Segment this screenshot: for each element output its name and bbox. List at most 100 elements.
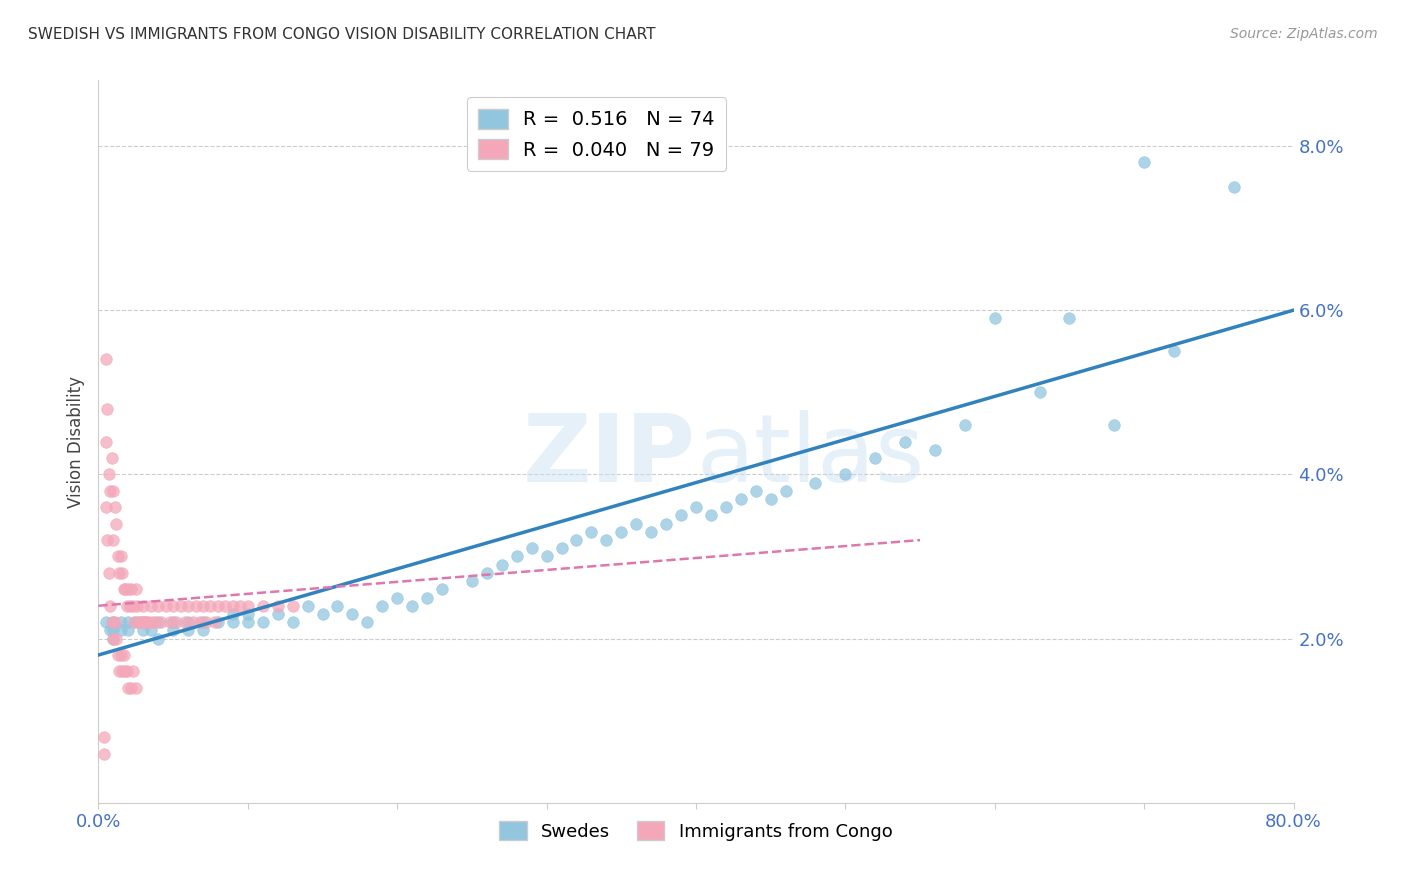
Point bbox=[121, 665, 143, 679]
Point bbox=[371, 599, 394, 613]
Point bbox=[124, 615, 146, 630]
Point bbox=[135, 615, 157, 630]
Point bbox=[98, 483, 122, 498]
Point bbox=[416, 591, 439, 605]
Point bbox=[1223, 180, 1246, 194]
Point bbox=[184, 599, 207, 613]
Point bbox=[120, 681, 142, 695]
Point bbox=[96, 533, 118, 547]
Point bbox=[626, 516, 648, 531]
Point bbox=[104, 500, 127, 515]
Point bbox=[506, 549, 529, 564]
Point bbox=[581, 524, 603, 539]
Point bbox=[125, 615, 148, 630]
Point bbox=[1104, 418, 1126, 433]
Point bbox=[104, 615, 127, 630]
Point bbox=[120, 582, 142, 597]
Point bbox=[98, 624, 122, 638]
Point bbox=[121, 599, 143, 613]
Point bbox=[1163, 344, 1185, 359]
Point bbox=[139, 624, 162, 638]
Point bbox=[107, 549, 129, 564]
Point bbox=[112, 582, 135, 597]
Point bbox=[125, 681, 148, 695]
Point bbox=[297, 599, 319, 613]
Point bbox=[141, 615, 163, 630]
Point bbox=[94, 500, 117, 515]
Point bbox=[111, 665, 134, 679]
Point bbox=[177, 599, 200, 613]
Point bbox=[98, 599, 122, 613]
Point bbox=[117, 615, 139, 630]
Point bbox=[103, 624, 125, 638]
Point bbox=[536, 549, 558, 564]
Point bbox=[118, 599, 141, 613]
Point bbox=[924, 442, 946, 457]
Y-axis label: Vision Disability: Vision Disability bbox=[66, 376, 84, 508]
Point bbox=[311, 607, 333, 621]
Point bbox=[461, 574, 484, 588]
Point bbox=[401, 599, 423, 613]
Point bbox=[984, 311, 1007, 326]
Point bbox=[669, 508, 692, 523]
Point bbox=[136, 615, 159, 630]
Point bbox=[356, 615, 378, 630]
Point bbox=[655, 516, 678, 531]
Point bbox=[132, 615, 155, 630]
Point bbox=[162, 624, 184, 638]
Point bbox=[112, 648, 135, 662]
Text: Source: ZipAtlas.com: Source: ZipAtlas.com bbox=[1230, 27, 1378, 41]
Point bbox=[162, 615, 184, 630]
Point bbox=[865, 450, 887, 465]
Text: SWEDISH VS IMMIGRANTS FROM CONGO VISION DISABILITY CORRELATION CHART: SWEDISH VS IMMIGRANTS FROM CONGO VISION … bbox=[28, 27, 655, 42]
Point bbox=[207, 599, 229, 613]
Legend: Swedes, Immigrants from Congo: Swedes, Immigrants from Congo bbox=[492, 814, 900, 848]
Point bbox=[222, 615, 245, 630]
Point bbox=[595, 533, 617, 547]
Point bbox=[565, 533, 588, 547]
Point bbox=[174, 615, 197, 630]
Point bbox=[105, 632, 128, 646]
Point bbox=[281, 615, 304, 630]
Point bbox=[115, 665, 138, 679]
Point bbox=[110, 648, 132, 662]
Point bbox=[97, 566, 120, 580]
Point bbox=[132, 599, 155, 613]
Point bbox=[204, 615, 226, 630]
Point bbox=[148, 632, 170, 646]
Point bbox=[110, 615, 132, 630]
Point bbox=[103, 533, 125, 547]
Point bbox=[97, 467, 120, 482]
Point bbox=[281, 599, 304, 613]
Point bbox=[103, 632, 125, 646]
Point bbox=[640, 524, 662, 539]
Point bbox=[222, 599, 245, 613]
Point bbox=[117, 681, 139, 695]
Point bbox=[139, 599, 162, 613]
Point bbox=[103, 615, 125, 630]
Point bbox=[101, 450, 124, 465]
Point bbox=[107, 648, 129, 662]
Point bbox=[96, 401, 118, 416]
Point bbox=[236, 607, 259, 621]
Point bbox=[108, 566, 131, 580]
Point bbox=[1028, 385, 1050, 400]
Point bbox=[342, 607, 364, 621]
Point bbox=[165, 615, 187, 630]
Point bbox=[804, 475, 827, 490]
Point bbox=[252, 615, 274, 630]
Point bbox=[117, 582, 139, 597]
Point bbox=[229, 599, 252, 613]
Point bbox=[169, 599, 191, 613]
Point bbox=[834, 467, 856, 482]
Text: atlas: atlas bbox=[696, 410, 924, 502]
Point bbox=[491, 558, 513, 572]
Point bbox=[222, 607, 245, 621]
Point bbox=[385, 591, 409, 605]
Point bbox=[93, 747, 115, 761]
Point bbox=[267, 607, 290, 621]
Point bbox=[159, 615, 181, 630]
Point bbox=[207, 615, 229, 630]
Point bbox=[610, 524, 633, 539]
Point bbox=[94, 352, 117, 367]
